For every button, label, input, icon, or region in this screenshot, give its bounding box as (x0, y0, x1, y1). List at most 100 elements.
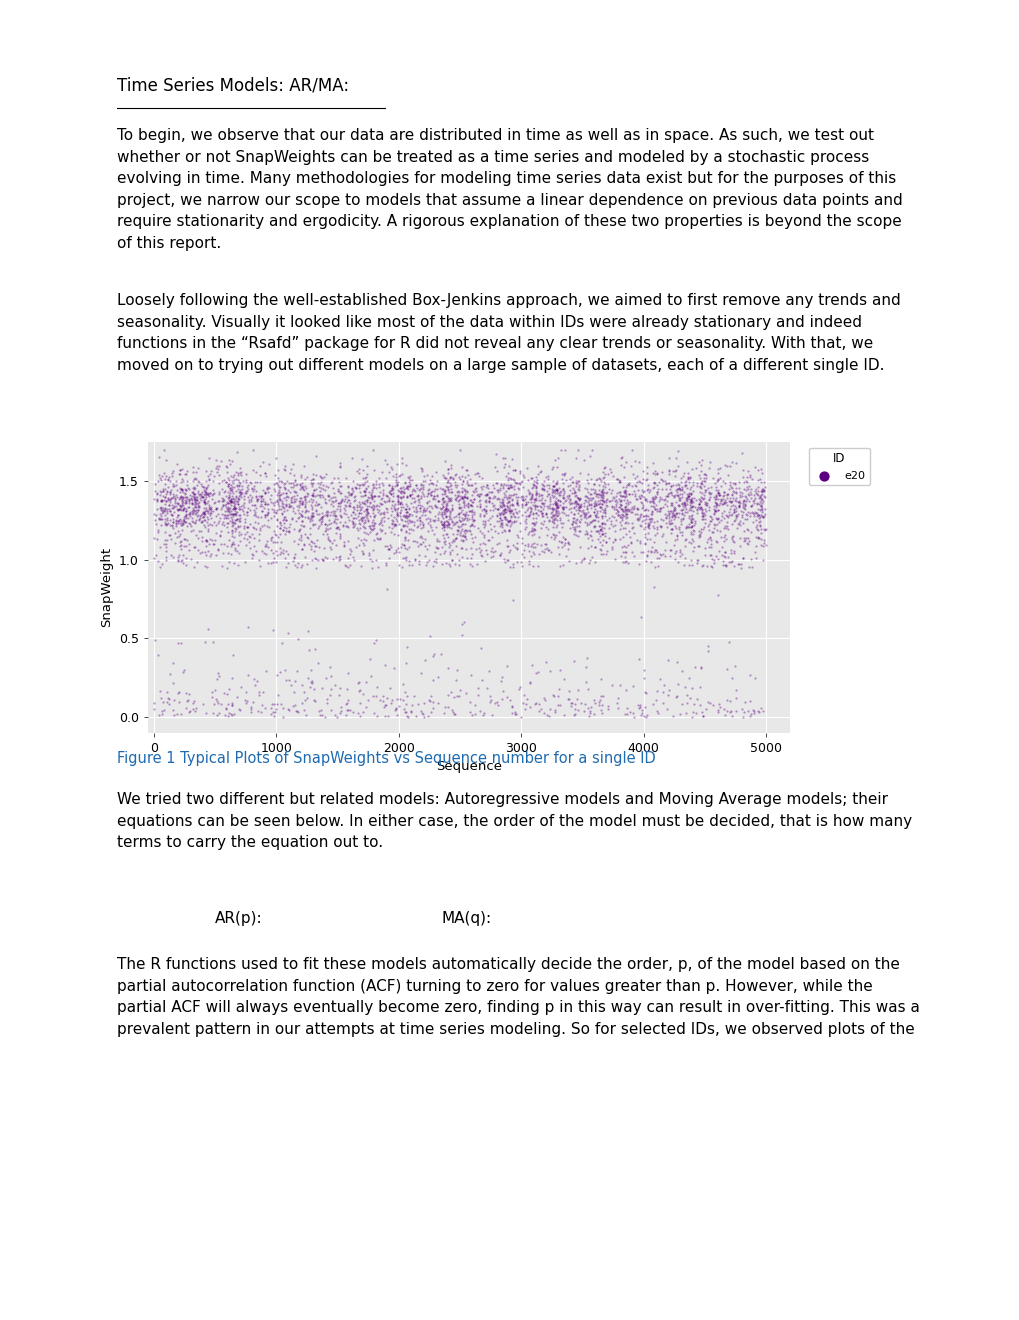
Point (728, 500, 744, 521)
Point (408, 516, 424, 537)
Point (596, 503, 612, 524)
Point (168, 471, 184, 492)
Point (492, 543, 508, 564)
Point (752, 698, 768, 719)
Point (478, 495, 494, 516)
Point (180, 488, 197, 510)
Point (398, 502, 415, 523)
Point (610, 519, 627, 540)
Point (356, 517, 372, 539)
Point (644, 495, 660, 516)
Point (680, 483, 696, 504)
Point (355, 515, 371, 536)
Point (219, 496, 235, 517)
Point (440, 532, 457, 553)
Point (381, 483, 397, 504)
Point (173, 513, 190, 535)
Point (345, 515, 362, 536)
Point (153, 508, 169, 529)
Point (515, 467, 531, 488)
Point (613, 446, 630, 467)
Point (400, 499, 417, 520)
Point (728, 506, 744, 527)
Point (716, 504, 733, 525)
Point (453, 624, 470, 645)
Point (252, 455, 268, 477)
Point (354, 507, 370, 528)
Point (445, 701, 462, 722)
Point (471, 466, 487, 487)
Point (212, 525, 228, 546)
Point (673, 471, 689, 492)
Point (303, 488, 319, 510)
Point (496, 507, 513, 528)
Point (548, 479, 565, 500)
Point (360, 502, 376, 523)
Point (611, 496, 628, 517)
Point (231, 508, 248, 529)
Point (171, 681, 187, 702)
Point (737, 495, 753, 516)
Point (675, 495, 691, 516)
Point (583, 478, 599, 499)
Point (593, 492, 609, 513)
Point (287, 701, 304, 722)
Point (323, 539, 339, 560)
Point (572, 494, 588, 515)
Point (432, 504, 448, 525)
Point (597, 490, 613, 511)
Point (293, 554, 310, 576)
Point (459, 473, 475, 494)
Point (354, 491, 370, 512)
Point (678, 470, 694, 491)
Point (753, 478, 769, 499)
Point (300, 507, 316, 528)
Point (186, 467, 203, 488)
Point (155, 480, 171, 502)
Point (327, 523, 343, 544)
Point (343, 510, 360, 531)
Point (308, 499, 324, 520)
Point (229, 517, 246, 539)
Point (665, 498, 682, 519)
Point (659, 473, 676, 494)
Point (388, 474, 405, 495)
Point (568, 491, 584, 512)
Point (614, 500, 631, 521)
Point (222, 474, 238, 495)
Point (489, 499, 505, 520)
Point (561, 469, 578, 490)
Point (391, 486, 408, 507)
Point (174, 490, 191, 511)
Point (583, 512, 599, 533)
Point (506, 499, 523, 520)
Point (375, 502, 391, 523)
Point (454, 531, 471, 552)
Point (457, 480, 473, 502)
Point (415, 466, 431, 487)
Point (275, 494, 291, 515)
Point (632, 491, 648, 512)
Point (506, 459, 523, 480)
Point (479, 483, 495, 504)
Point (172, 495, 189, 516)
Point (449, 544, 466, 565)
Point (180, 702, 197, 723)
Point (455, 525, 472, 546)
Point (461, 519, 477, 540)
Point (304, 491, 320, 512)
Point (242, 539, 258, 560)
Point (741, 690, 757, 711)
Point (287, 482, 304, 503)
Point (425, 554, 441, 576)
Point (151, 507, 167, 528)
Point (680, 668, 696, 689)
Point (236, 483, 253, 504)
Point (209, 705, 225, 726)
Point (565, 478, 581, 499)
Point (448, 475, 465, 496)
Point (489, 488, 505, 510)
Point (253, 487, 269, 508)
Point (164, 504, 180, 525)
Point (728, 507, 744, 528)
